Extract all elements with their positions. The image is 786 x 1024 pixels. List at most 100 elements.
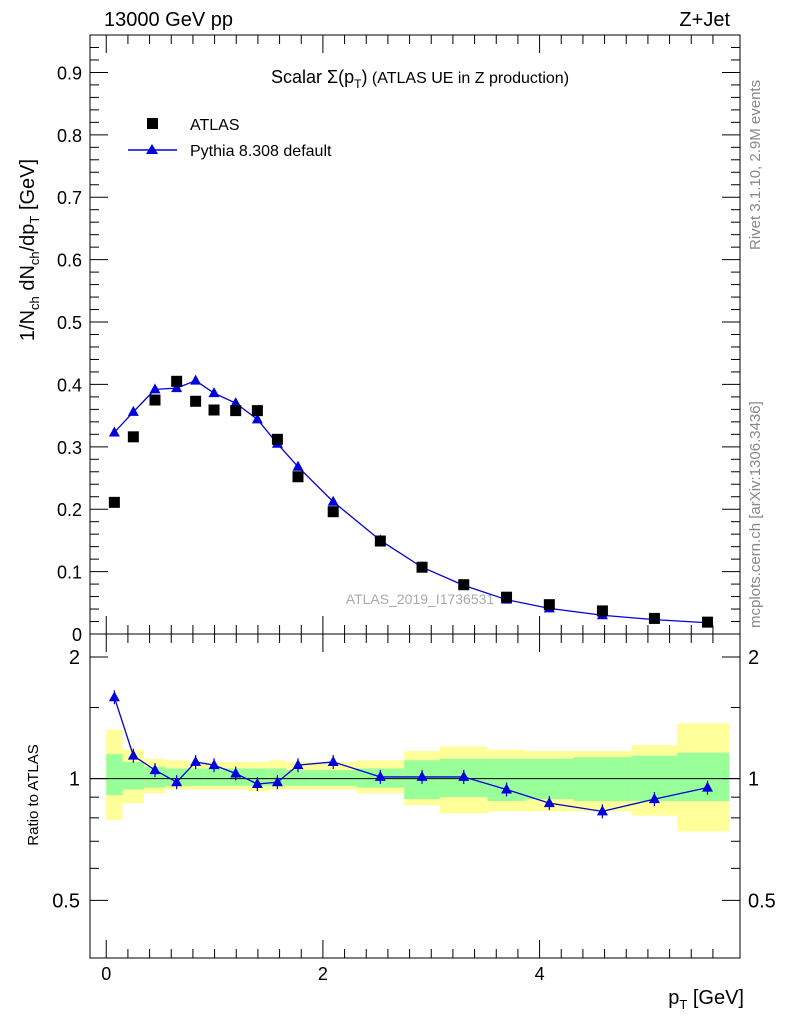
- main-data-layer: [108, 374, 713, 628]
- ratio-point: [458, 770, 470, 781]
- data-point: [501, 591, 513, 603]
- data-point: [702, 616, 713, 628]
- data-point: [230, 405, 242, 417]
- ratio-ylabel: Ratio to ATLAS: [25, 744, 42, 845]
- header-right: Z+Jet: [679, 9, 730, 31]
- data-point: [149, 394, 161, 406]
- mcplots-label: mcplots.cern.ch [arXiv:1306.3436]: [747, 401, 764, 628]
- mc-point: [108, 426, 120, 437]
- ratio-ytick-label-right: 2: [748, 647, 759, 669]
- ratio-point: [702, 781, 713, 792]
- data-point: [648, 612, 660, 624]
- ratio-ytick-label-left: 2: [69, 647, 80, 669]
- ratio-point: [416, 770, 428, 781]
- header-left: 13000 GeV pp: [104, 9, 233, 31]
- legend-data-marker: [147, 118, 158, 129]
- ratio-xtick-label: 2: [318, 964, 328, 984]
- main-title: Scalar Σ(pT) (ATLAS UE in Z production): [271, 67, 569, 91]
- ratio-point: [596, 805, 608, 816]
- main-ytick-label: 0.8: [57, 126, 82, 146]
- title-close: ): [361, 67, 367, 87]
- mc-point: [230, 397, 242, 408]
- band-inner: [122, 761, 145, 790]
- main-ytick-label: 0.4: [57, 375, 82, 395]
- band-inner: [677, 752, 730, 802]
- main-panel: Scalar Σ(pT) (ATLAS UE in Z production) …: [57, 34, 741, 645]
- ratio-point: [230, 767, 242, 778]
- main-ytick-label: 0.6: [57, 251, 82, 271]
- xlabel-main: p: [668, 987, 679, 1009]
- data-point: [127, 431, 139, 443]
- mc-line: [113, 379, 708, 624]
- ratio-xlabel: pT [GeV]: [668, 987, 744, 1012]
- ratio-data-layer: [108, 690, 713, 819]
- data-point: [190, 395, 202, 407]
- xlabel-sub: T: [679, 997, 687, 1012]
- title-rest: (ATLAS UE in Z production): [367, 70, 569, 87]
- ratio-point: [208, 759, 220, 770]
- legend-mc-marker: [146, 144, 158, 154]
- mc-point: [127, 405, 139, 416]
- band-inner: [187, 768, 204, 786]
- data-point: [374, 535, 386, 547]
- data-point: [271, 433, 283, 445]
- legend-mc-label: Pythia 8.308 default: [190, 143, 332, 160]
- ratio-point: [292, 759, 304, 770]
- data-point: [108, 496, 120, 508]
- mc-point: [327, 495, 339, 506]
- title-sub: T: [354, 77, 362, 91]
- ratio-bands: [90, 723, 740, 832]
- ratio-xtick-label: 4: [535, 964, 545, 984]
- legend-data-label: ATLAS: [190, 117, 240, 134]
- main-ylabel: 1/Nch dNch/dpT [GeV]: [17, 159, 42, 341]
- title-sigma: Σ(p: [327, 67, 354, 87]
- ratio-point: [543, 797, 555, 808]
- ratio-ytick-label-right: 0.5: [748, 890, 776, 912]
- band-inner: [286, 770, 310, 786]
- ratio-point: [501, 783, 513, 794]
- mc-point: [171, 382, 183, 393]
- ratio-frame: [89, 633, 741, 959]
- mc-point: [208, 387, 220, 398]
- main-frame: [89, 34, 741, 635]
- rivet-label: Rivet 3.1.10, 2.9M events: [747, 80, 764, 250]
- data-point: [416, 561, 428, 573]
- main-ytick-label: 0.7: [57, 188, 82, 208]
- ratio-ytick-label-left: 0.5: [52, 890, 80, 912]
- data-point: [327, 506, 339, 518]
- mc-point: [251, 413, 263, 424]
- band-inner: [106, 754, 123, 796]
- main-ytick-label: 0.3: [57, 438, 82, 458]
- mc-point: [292, 460, 304, 471]
- data-point: [458, 579, 470, 591]
- band-inner: [309, 770, 357, 786]
- main-ytick-label: 0.5: [57, 313, 82, 333]
- main-ytick-label: 0: [72, 625, 82, 645]
- ratio-ytick-label-right: 1: [748, 769, 759, 791]
- ratio-point: [149, 764, 161, 775]
- ratio-point: [648, 793, 660, 804]
- band-inner: [144, 766, 166, 788]
- data-point: [171, 375, 183, 387]
- data-point: [292, 471, 304, 483]
- data-point: [208, 404, 220, 416]
- ratio-point: [374, 770, 386, 781]
- main-y-axis-ticks: 0 0.1 0.2 0.3 0.4 0.5 0.6 0.7 0.8 0.9: [57, 35, 740, 645]
- watermark: ATLAS_2019_I1736531: [346, 591, 495, 607]
- ratio-point: [251, 778, 263, 789]
- ratio-point: [108, 691, 120, 702]
- main-ytick-label: 0.9: [57, 63, 82, 83]
- main-ytick-label: 0.1: [57, 563, 82, 583]
- legend: ATLAS Pythia 8.308 default: [128, 117, 332, 160]
- ratio-point: [127, 749, 139, 760]
- xlabel-unit: [GeV]: [687, 987, 744, 1009]
- ratio-ytick-label-left: 1: [69, 769, 80, 791]
- data-point: [543, 599, 555, 611]
- main-ytick-label: 0.2: [57, 500, 82, 520]
- ratio-axis-ticks: 0.5 0.5 1 1 2 2 0 2 4: [52, 634, 776, 984]
- ratio-point: [271, 776, 283, 787]
- data-point: [596, 605, 608, 617]
- band-inner: [203, 768, 226, 786]
- ratio-point: [327, 755, 339, 766]
